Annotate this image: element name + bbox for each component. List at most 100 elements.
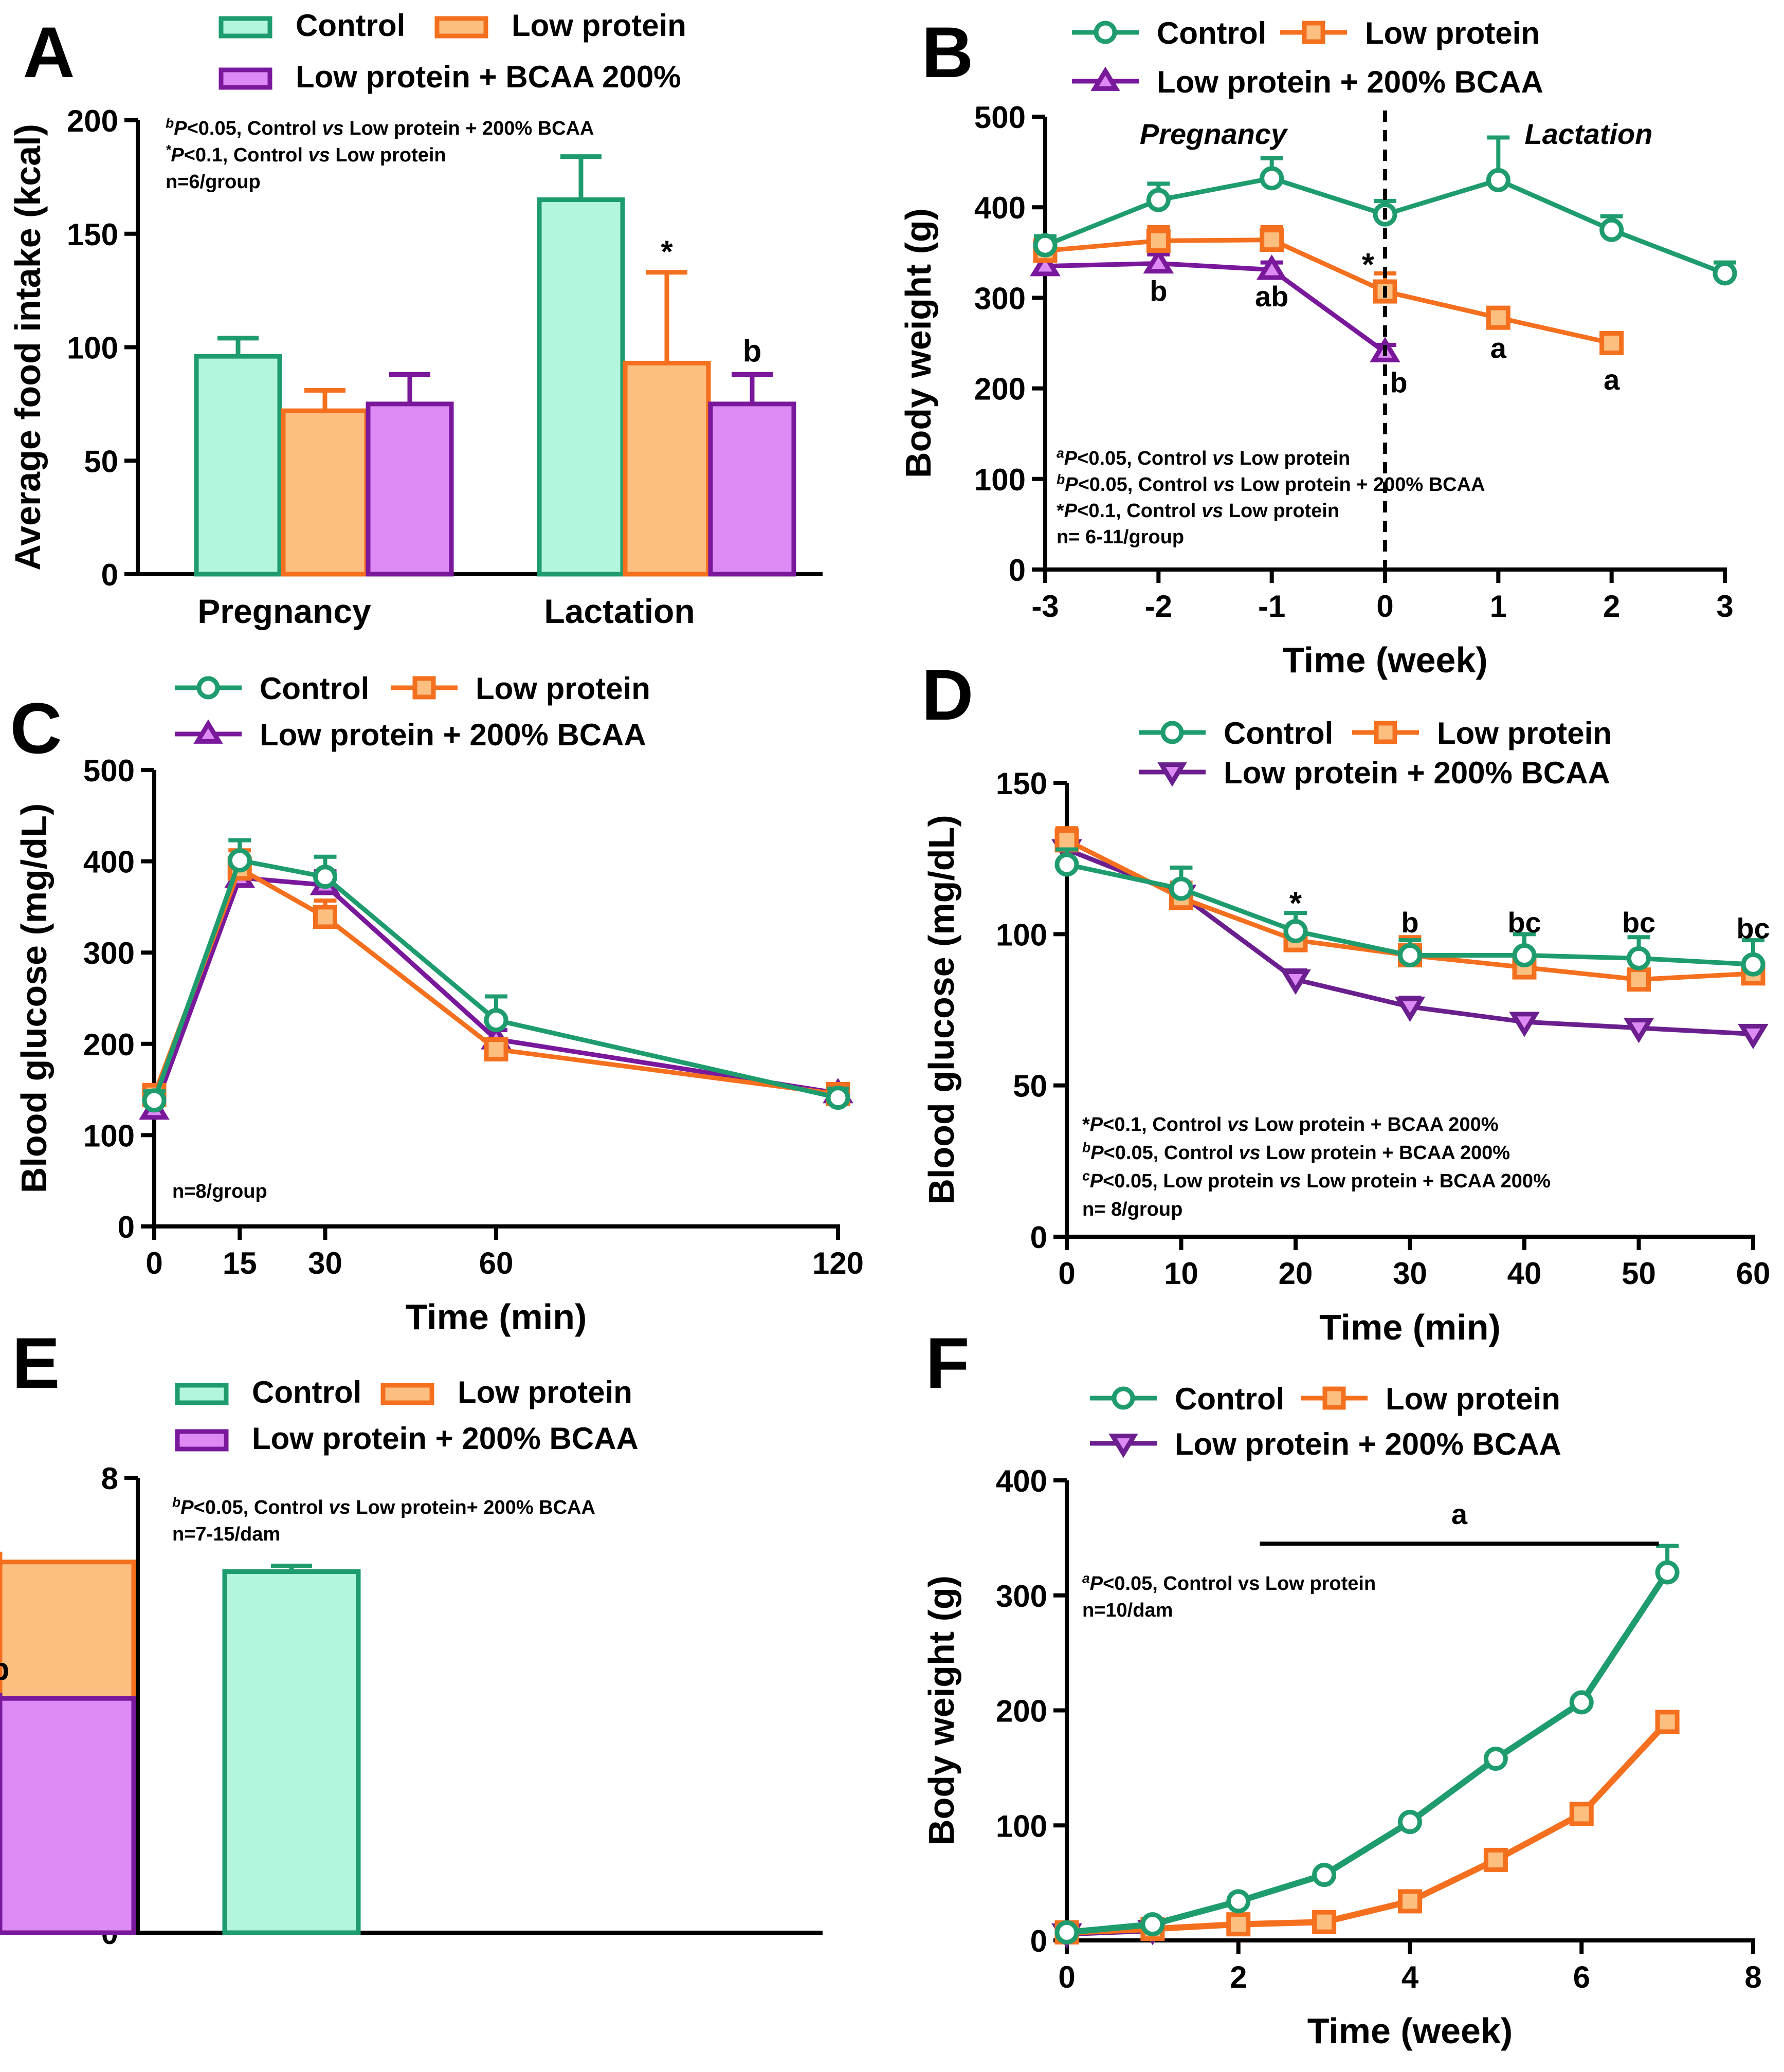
panel-b-x-tick-label-6: 2: [1603, 589, 1620, 624]
panel-b-x-axis-title: Time (week): [1282, 640, 1487, 680]
panel-c-point-2-4: [484, 1037, 508, 1061]
panel-b-y-tick-label-6: 500: [974, 100, 1026, 135]
panel-c-point-1-4: [484, 1008, 508, 1033]
panel-letter-b: B: [921, 12, 973, 93]
panel-c-legend-label-1: Control: [260, 671, 369, 706]
panel-e-bar-3-1: [0, 1696, 136, 1935]
panel-f-point-1-2: [1140, 1912, 1165, 1937]
panel-f-y-tick-label-1: 0: [1030, 1924, 1047, 1958]
panel-b-note-2: bP<0.05, Control vs Low protein + 200% B…: [1057, 472, 1485, 496]
panel-c-legend-marker-2: [412, 676, 436, 700]
panel-d-point-3-6: [1623, 1018, 1654, 1043]
panel-f-legend-marker-1: [1112, 1386, 1135, 1410]
panel-c-x-tick-label-2: 15: [223, 1246, 257, 1280]
panel-b-y-tick-label-2: 100: [974, 463, 1026, 497]
panel-d-y-axis-title: Blood glucose (mg/dL): [921, 815, 961, 1204]
panel-a: 0 50 100 150 200 Average food intake (kcal) Co…: [8, 8, 823, 630]
panel-e-legend-swatch-2: [380, 1383, 434, 1405]
panel-f-y-tick-label-5: 400: [996, 1464, 1047, 1498]
panel-b-point-2-5: [1486, 305, 1510, 330]
panel-a-legend-label-3: Low protein + BCAA 200%: [296, 60, 681, 94]
panel-a-y-tick-label-3: 100: [67, 331, 118, 365]
panel-b-point-3-2: [1143, 248, 1174, 274]
panel-d-note-3: cP<0.05, Low protein vs Low protein + BC…: [1082, 1168, 1551, 1192]
panel-f-significance-label: a: [1451, 1498, 1468, 1530]
panel-d-point-1-6: [1627, 946, 1651, 970]
panel-f-note-1: aP<0.05, Control vs Low protein: [1082, 1571, 1376, 1594]
panel-f-x-tick-label-3: 4: [1401, 1960, 1419, 1994]
panel-d-point-2-6: [1627, 967, 1651, 992]
panel-d-point-1-1: [1054, 852, 1079, 877]
panel-f-point-2-8: [1655, 1710, 1680, 1734]
panel-f-y-tick-label-4: 300: [996, 1579, 1047, 1613]
panel-b-legend-marker-2: [1302, 21, 1325, 44]
panel-a-note-3: n=6/group: [166, 171, 261, 193]
panel-e-note-2: n=7-15/dam: [172, 1524, 280, 1545]
panel-e-legend-label-1: Control: [252, 1375, 361, 1409]
panel-e-bar-1-1: [222, 1569, 361, 1935]
panel-d-x-tick-label-4: 30: [1393, 1256, 1427, 1291]
panel-b-x-tick-label-4: 0: [1376, 589, 1393, 624]
panel-b-x-tick-label-2: -2: [1145, 589, 1172, 624]
panel-d-point-3-4: [1394, 996, 1426, 1022]
panel-letter-d: D: [921, 654, 973, 735]
panel-b-point-2-3: [1260, 228, 1284, 252]
panel-d-point-1-3: [1283, 919, 1308, 943]
panel-f-point-1-3: [1226, 1889, 1251, 1914]
panel-b-region-label-2: Lactation: [1525, 118, 1653, 150]
panel-d-x-tick-label-2: 10: [1164, 1256, 1198, 1291]
panel-d-point-3-5: [1509, 1012, 1540, 1037]
panel-b-x-tick-label-3: -1: [1258, 589, 1285, 624]
panel-a-bar-3-2: [708, 401, 796, 577]
panel-a-bar-2-2: [623, 360, 711, 577]
panel-a-legend-swatch-3: [219, 67, 272, 90]
panel-f-point-2-7: [1569, 1802, 1594, 1826]
panel-d-point-1-4: [1398, 943, 1422, 968]
panel-f-legend-label-1: Control: [1175, 1382, 1284, 1416]
panel-b-point-3-3: [1256, 254, 1287, 280]
panel-d-x-tick-label-1: 0: [1058, 1256, 1075, 1291]
panel-a-bar-2-1: [281, 408, 369, 577]
panel-d-point-3-3: [1280, 969, 1311, 995]
panel-c-legend-marker-3: [193, 719, 223, 744]
panel-f-point-2-4: [1312, 1910, 1337, 1934]
panel-d-point-3-7: [1738, 1023, 1769, 1050]
panel-d-x-axis-title: Time (min): [1319, 1307, 1501, 1347]
panel-f-note-2: n=10/dam: [1082, 1600, 1173, 1621]
panel-d-legend-label-2: Low protein: [1437, 716, 1612, 750]
panel-letter-e: E: [12, 1323, 60, 1403]
panel-f-y-tick-label-3: 200: [996, 1694, 1047, 1729]
panel-f-point-1-5: [1398, 1810, 1422, 1835]
panel-b-annotation-1: b: [1150, 274, 1167, 307]
panel-c-note-1: n=8/group: [172, 1181, 267, 1202]
panel-e-bar-label-3-1: b: [0, 1652, 9, 1686]
panel-f: 0 100 200 300 400 Body weight (g) 0 2 4 6 8 Time (w…: [921, 1382, 1762, 2051]
panel-c-x-tick-label-1: 0: [145, 1246, 162, 1280]
panel-b-point-1-7: [1713, 261, 1737, 286]
panel-c-x-axis-title: Time (min): [406, 1297, 587, 1337]
panel-d-x-tick-label-3: 20: [1279, 1256, 1313, 1291]
panel-a-note-2: *P<0.1, Control vs Low protein: [166, 142, 446, 166]
panel-f-point-1-7: [1569, 1690, 1594, 1715]
panel-d-x-tick-label-6: 50: [1622, 1256, 1656, 1291]
panel-f-y-axis-title: Body weight (g): [921, 1575, 961, 1845]
panel-d-annotation-5: bc: [1736, 912, 1770, 945]
panel-b-note-3: *P<0.1, Control vs Low protein: [1057, 500, 1339, 522]
panel-letter-c: C: [10, 688, 62, 768]
panel-a-note-1: bP<0.05, Control vs Low protein + 200% B…: [166, 116, 594, 139]
panel-d-x-tick-label-7: 60: [1736, 1256, 1771, 1291]
panel-f-y-tick-label-2: 100: [996, 1809, 1047, 1843]
panel-b-note-1: aP<0.05, Control vs Low protein: [1057, 446, 1350, 469]
panel-b-annotation-4: b: [1390, 366, 1407, 398]
panel-b-point-2-2: [1146, 228, 1171, 253]
panel-d-legend-marker-1: [1160, 721, 1184, 744]
panel-b-region-label-1: Pregnancy: [1140, 118, 1288, 150]
panel-a-y-tick-label-2: 50: [84, 444, 118, 479]
panel-c-point-1-1: [142, 1088, 167, 1113]
panel-b-legend-marker-3: [1090, 66, 1120, 91]
panel-b-legend-marker-1: [1094, 21, 1117, 44]
panel-c-y-tick-label-2: 100: [83, 1118, 135, 1153]
panel-letter-f: F: [925, 1323, 970, 1403]
